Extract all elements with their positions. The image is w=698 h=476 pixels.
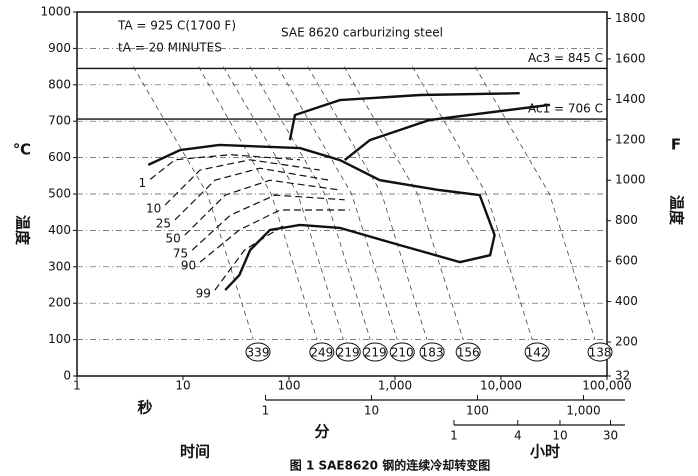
x-tick-label: 1 bbox=[73, 379, 81, 393]
series-label: 10 bbox=[146, 201, 161, 215]
time-tick-label: 100 bbox=[466, 404, 489, 418]
minutes-axis-label: 分 bbox=[314, 423, 329, 441]
transformation-curve bbox=[147, 143, 496, 291]
x-tick-label: 10,000 bbox=[480, 379, 522, 393]
y-tick-label: 500 bbox=[48, 187, 71, 201]
y-tick-label: 700 bbox=[48, 114, 71, 128]
series-label: 1 bbox=[139, 176, 147, 190]
annotation: TA = 925 C(1700 F) bbox=[117, 19, 236, 33]
cooling-curve bbox=[412, 66, 533, 340]
hardness-circle bbox=[335, 342, 361, 362]
hours-axis-label: 小时 bbox=[530, 443, 560, 461]
series-label: 25 bbox=[156, 216, 171, 230]
y-tick-label: 100 bbox=[48, 332, 71, 346]
hardness-circle bbox=[587, 342, 613, 362]
time-tick-label: 30 bbox=[603, 429, 618, 443]
series-label: 75 bbox=[173, 247, 188, 261]
time-label: 时间 bbox=[180, 443, 210, 461]
y2-tick-label: 400 bbox=[615, 294, 638, 308]
y2-tick-label: 1400 bbox=[615, 92, 646, 106]
caption: 图 1 SAE8620 钢的连续冷却转变图 bbox=[290, 458, 490, 473]
y2-tick-label: 32 bbox=[615, 369, 630, 383]
cooling-curve bbox=[222, 66, 344, 340]
time-tick-label: 1 bbox=[450, 429, 458, 443]
series-label: 50 bbox=[166, 232, 181, 246]
y2-tick-label: 1800 bbox=[615, 11, 646, 25]
y-tick-label: 400 bbox=[48, 223, 71, 237]
y2-tick-label: 1600 bbox=[615, 51, 646, 65]
x-tick-label: 1,000 bbox=[378, 379, 412, 393]
y2-tick-label: 800 bbox=[615, 213, 638, 227]
hardness-circle bbox=[245, 342, 271, 362]
time-tick-label: 4 bbox=[514, 429, 522, 443]
x-tick-label: 100,000 bbox=[582, 379, 632, 393]
hardness-label: 210 bbox=[391, 346, 414, 360]
y-tick-label: 200 bbox=[48, 296, 71, 310]
y-tick-label: 1000 bbox=[40, 5, 71, 19]
y2-tick-label: 1200 bbox=[615, 132, 646, 146]
y-unit: ℃ bbox=[13, 141, 31, 159]
x-axis-label: 秒 bbox=[137, 399, 152, 417]
hardness-label: 219 bbox=[337, 346, 360, 360]
hardness-circle bbox=[524, 342, 550, 362]
hardness-label: 183 bbox=[421, 346, 444, 360]
cooling-curve bbox=[474, 66, 596, 340]
y2-axis-label: 温度 bbox=[668, 195, 686, 226]
cooling-curve bbox=[307, 66, 428, 340]
hardness-label: 339 bbox=[247, 346, 270, 360]
hardness-label: 138 bbox=[589, 346, 612, 360]
cooling-curve bbox=[249, 66, 371, 340]
cooling-curve bbox=[343, 66, 464, 340]
hardness-circle bbox=[362, 342, 388, 362]
hardness-label: 156 bbox=[457, 346, 480, 360]
y-tick-label: 300 bbox=[48, 259, 71, 273]
hardness-circle bbox=[309, 342, 335, 362]
cooling-curve bbox=[198, 66, 318, 340]
y-tick-label: 900 bbox=[48, 41, 71, 55]
percent-curve bbox=[191, 194, 345, 251]
chart-title: SAE 8620 carburizing steel bbox=[281, 26, 443, 40]
series-label: 90 bbox=[181, 259, 196, 273]
y2-tick-label: 1000 bbox=[615, 173, 646, 187]
percent-curve bbox=[149, 154, 301, 180]
percent-curve bbox=[199, 209, 350, 263]
transformation-curve bbox=[343, 103, 551, 162]
time-tick-label: 1 bbox=[262, 404, 270, 418]
annotation: tA = 20 MINUTES bbox=[118, 41, 222, 55]
reference-label: Ac3 = 845 C bbox=[528, 51, 603, 65]
y-tick-label: 600 bbox=[48, 150, 71, 164]
y-tick-label: 800 bbox=[48, 77, 71, 91]
y-tick-label: 0 bbox=[63, 369, 71, 383]
hardness-circle bbox=[419, 342, 445, 362]
percent-curve bbox=[164, 159, 320, 206]
hardness-label: 142 bbox=[526, 346, 549, 360]
hardness-label: 249 bbox=[310, 346, 333, 360]
reference-label: Ac1 = 706 C bbox=[528, 102, 603, 116]
transformation-curve bbox=[288, 92, 520, 141]
hardness-circle bbox=[455, 342, 481, 362]
series-label: 99 bbox=[196, 287, 211, 301]
percent-curve bbox=[174, 167, 330, 221]
y2-tick-label: 200 bbox=[615, 335, 638, 349]
time-tick-label: 10 bbox=[552, 429, 567, 443]
cooling-curve bbox=[132, 66, 254, 340]
percent-curve bbox=[214, 224, 286, 291]
time-tick-label: 10 bbox=[364, 404, 379, 418]
y-axis-label: 温度 bbox=[14, 215, 32, 246]
percent-curve bbox=[184, 179, 340, 236]
x-tick-label: 100 bbox=[278, 379, 301, 393]
time-tick-label: 1,000 bbox=[566, 404, 600, 418]
y2-tick-label: 600 bbox=[615, 254, 638, 268]
x-tick-label: 10 bbox=[175, 379, 190, 393]
y2-unit: F bbox=[671, 136, 681, 154]
hardness-label: 219 bbox=[364, 346, 387, 360]
cooling-curve bbox=[277, 66, 398, 340]
hardness-circle bbox=[389, 342, 415, 362]
